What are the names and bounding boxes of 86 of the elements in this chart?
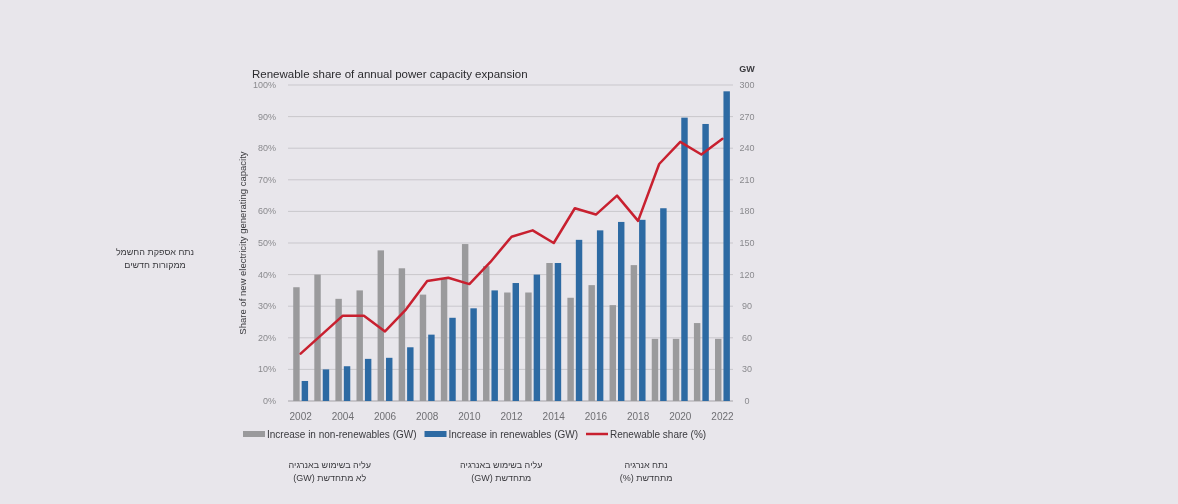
x-tick-label: 2004 <box>331 411 355 422</box>
bar <box>470 308 477 401</box>
bar <box>588 285 595 401</box>
bar <box>440 278 448 401</box>
y-tick-label: 40% <box>257 269 276 280</box>
y2-tick-label: 300 <box>739 80 755 90</box>
bar <box>419 294 427 401</box>
x-tick-label: 2018 <box>626 411 650 422</box>
y2-axis-title: GW <box>739 64 756 74</box>
x-tick-label: 2012 <box>500 411 524 422</box>
bar <box>356 290 363 401</box>
bar <box>343 366 351 401</box>
bar <box>723 91 730 401</box>
y-tick-label: 100% <box>252 80 276 90</box>
bar <box>630 265 638 401</box>
bar <box>407 347 414 401</box>
x-tick-label: 2010 <box>458 411 481 422</box>
y2-tick-label: 120 <box>739 269 755 280</box>
bar <box>672 338 680 401</box>
x-tick-label: 2006 <box>373 411 397 422</box>
bar <box>483 266 490 401</box>
chart-title: Renewable share of annual power capacity expansion <box>252 68 528 80</box>
y-tick-label: 20% <box>257 332 276 343</box>
bar <box>715 338 722 401</box>
y2-tick-label: 30 <box>741 364 753 375</box>
bar <box>533 274 541 401</box>
bar <box>461 244 469 401</box>
y2-tick-label: 180 <box>739 206 755 217</box>
text: נתח אספקת החשמל ממקורות חדשים <box>115 247 195 270</box>
bar <box>639 219 646 401</box>
x-tick-label: 2002 <box>289 411 313 422</box>
legend-label: Increase in renewables (GW) <box>448 429 579 440</box>
text: עליה בשימוש באנרגיה מתחדשת (GW) <box>460 460 543 483</box>
y2-tick-label: 60 <box>741 332 753 343</box>
bar <box>449 317 456 401</box>
x-tick-label: 2022 <box>711 411 735 422</box>
bar <box>377 250 385 401</box>
bar <box>428 334 435 401</box>
legend-label: Renewable share (%) <box>610 429 707 440</box>
bar <box>546 263 553 401</box>
bar <box>693 323 701 401</box>
x-tick-label: 2016 <box>584 411 608 422</box>
bar <box>567 297 574 401</box>
y-tick-label: 90% <box>257 111 276 122</box>
bar <box>364 358 372 401</box>
y-tick-label: 70% <box>257 174 276 185</box>
bar <box>504 292 511 401</box>
bar <box>575 239 583 401</box>
y-tick-label: 0% <box>262 396 276 406</box>
x-tick-label: 2008 <box>416 411 439 422</box>
line-series <box>299 137 724 355</box>
text: עליה בשימוש באנרגיה לא מתחדשת (GW) <box>288 460 371 483</box>
bar <box>335 298 342 401</box>
bar <box>651 338 659 401</box>
y-tick-label: 60% <box>257 206 276 217</box>
text: נתח אנרגיה מתחדשת (%) <box>619 460 673 483</box>
bar <box>525 292 532 401</box>
y2-tick-label: 210 <box>739 174 755 185</box>
bar <box>596 230 604 401</box>
y-tick-label: 80% <box>257 143 276 154</box>
bar <box>660 208 667 401</box>
y-tick-label: 10% <box>257 364 276 375</box>
y2-tick-label: 0 <box>744 396 750 406</box>
legend-label: Increase in non-renewables (GW) <box>267 429 417 440</box>
y-tick-label: 30% <box>257 301 276 312</box>
x-tick-label: 2014 <box>542 411 566 422</box>
bar <box>301 380 309 401</box>
x-tick-label: 2020 <box>669 411 692 422</box>
bar <box>398 268 406 401</box>
bar <box>609 305 617 401</box>
y2-tick-label: 90 <box>741 301 753 312</box>
y2-tick-label: 270 <box>739 111 755 122</box>
bar <box>681 117 688 401</box>
bar <box>322 369 330 401</box>
bar <box>386 357 393 401</box>
y2-tick-label: 150 <box>739 238 755 248</box>
bar <box>702 123 709 401</box>
bar <box>618 221 625 401</box>
bar <box>314 274 321 401</box>
y2-tick-label: 240 <box>739 143 755 154</box>
bar <box>293 287 300 401</box>
bar <box>554 263 562 401</box>
bar <box>512 283 519 401</box>
bar <box>491 290 498 401</box>
y-tick-label: 50% <box>257 238 276 248</box>
y-axis-title: Share of new electricity generating capacity <box>237 151 248 335</box>
